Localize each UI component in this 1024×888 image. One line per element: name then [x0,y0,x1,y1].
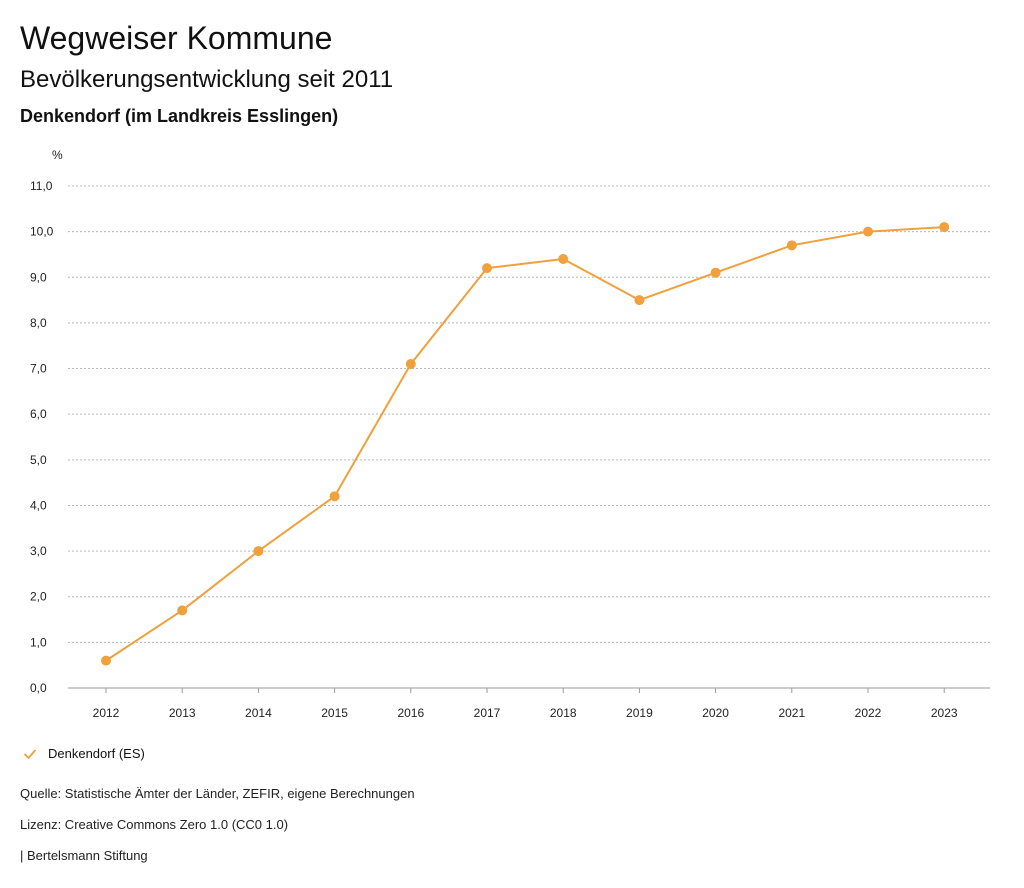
y-tick-label: 11,0 [30,179,53,193]
x-tick-label: 2017 [474,706,501,720]
check-icon [24,749,36,759]
line-chart: % 0,0 1,0 2,0 3,0 4,0 5,0 6,0 7,0 8,0 9,0 10,0 11,0… [30,148,990,720]
y-tick-label: 9,0 [30,270,47,284]
x-tick-label: 2021 [778,706,805,720]
data-point[interactable] [786,240,797,251]
y-tick-label: 7,0 [30,362,47,376]
y-axis-unit-label: % [52,148,63,162]
x-tick-label: 2020 [702,706,729,720]
page-title: Wegweiser Kommune [20,20,333,56]
y-tick-label: 10,0 [30,225,54,239]
x-tick-label: 2016 [397,706,424,720]
data-point[interactable] [101,655,111,666]
data-point[interactable] [863,226,873,237]
series-line [105,226,945,662]
y-tick-label: 0,0 [30,681,47,695]
x-tick-label: 2023 [931,706,958,720]
y-tick-label: 6,0 [30,407,47,421]
x-axis-ticks: 2012 2013 2014 2015 2016 2017 2018 2019 2020 2021… [93,688,958,720]
data-point[interactable] [405,358,416,369]
x-tick-label: 2014 [245,706,272,720]
y-tick-label: 2,0 [30,590,47,604]
chart-subtitle: Bevölkerungsentwicklung seit 2011 [20,66,394,93]
x-tick-label: 2012 [93,706,120,720]
data-point[interactable] [482,263,492,274]
grid-lines [68,185,990,689]
data-point[interactable] [634,295,645,306]
data-point[interactable] [558,254,569,265]
y-axis-ticks: 0,0 1,0 2,0 3,0 4,0 5,0 6,0 7,0 8,0 9,0 10,0 11,0 [30,179,54,695]
region-label: Denkendorf (im Landkreis Esslingen) [20,106,339,126]
x-tick-label: 2019 [626,706,653,720]
x-tick-label: 2018 [550,706,577,720]
x-tick-label: 2013 [169,706,196,720]
publisher-note: | Bertelsmann Stiftung [20,848,148,863]
y-tick-label: 4,0 [30,498,47,512]
data-point[interactable] [329,491,340,502]
legend[interactable]: Denkendorf (ES) [22,744,145,764]
license-note: Lizenz: Creative Commons Zero 1.0 (CC0 1… [20,817,289,832]
y-tick-label: 3,0 [30,544,47,558]
y-tick-label: 5,0 [30,453,47,467]
series-denkendorf [101,222,950,666]
data-point[interactable] [253,546,264,557]
y-tick-label: 1,0 [30,635,47,649]
data-point[interactable] [177,605,188,616]
legend-item-label: Denkendorf (ES) [48,746,145,761]
x-tick-label: 2015 [321,706,348,720]
x-tick-label: 2022 [855,706,882,720]
source-note: Quelle: Statistische Ämter der Länder, Z… [20,786,415,801]
data-point[interactable] [710,267,721,278]
y-tick-label: 8,0 [30,316,47,330]
data-point[interactable] [939,222,950,233]
